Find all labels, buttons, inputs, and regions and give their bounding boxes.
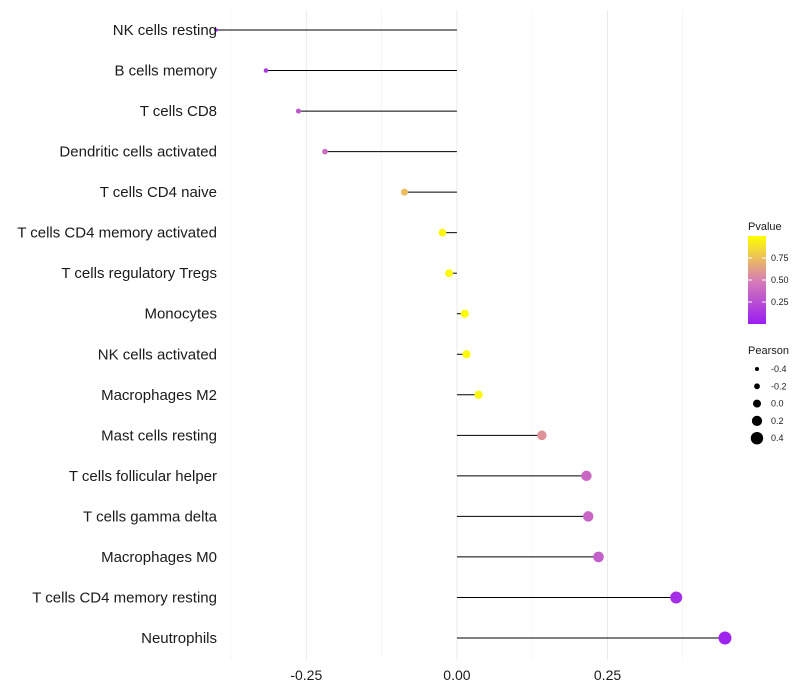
lollipop-point: [460, 309, 469, 318]
category-label: Macrophages M0: [101, 549, 217, 566]
lollipop-point: [400, 188, 409, 196]
lollipop-point: [214, 28, 218, 32]
x-tick-label: 0.00: [443, 667, 470, 683]
category-label: T cells CD4 memory activated: [17, 225, 217, 242]
category-label: NK cells activated: [98, 346, 217, 363]
pearson-legend-label: -0.2: [771, 381, 787, 391]
pvalue-colorbar: [748, 236, 766, 324]
lollipop-point: [593, 551, 604, 563]
pvalue-tick-label: 0.75: [771, 253, 789, 263]
lollipop-point: [295, 108, 302, 114]
pearson-legend-label: 0.0: [771, 399, 784, 409]
x-tick-labels: -0.25 0.00 0.25: [290, 667, 621, 683]
lollipop-point: [537, 430, 547, 441]
category-label: T cells gamma delta: [83, 508, 218, 525]
lollipop-point: [462, 350, 471, 359]
category-label: T cells CD4 memory resting: [32, 589, 217, 606]
lollipop-point: [670, 591, 683, 604]
lollipop-point: [445, 269, 454, 278]
pvalue-legend: Pvalue 0.25 0.50 0.75: [748, 221, 789, 324]
pearson-legend-label: -0.4: [771, 364, 787, 374]
category-label: T cells follicular helper: [69, 468, 217, 485]
lollipop-point: [438, 228, 447, 237]
lollipop-point: [581, 470, 592, 482]
pvalue-tick-label: 0.50: [771, 275, 789, 285]
lollipop-point: [474, 390, 483, 400]
category-label: Dendritic cells activated: [59, 144, 217, 161]
category-label: B cells memory: [114, 63, 217, 80]
pvalue-tick-label: 0.25: [771, 297, 789, 307]
stem-layer: [215, 29, 725, 639]
category-label: Mast cells resting: [101, 427, 217, 444]
category-label: Monocytes: [144, 306, 217, 323]
x-tick-label: -0.25: [290, 667, 322, 683]
pearson-legend-dot: [750, 431, 764, 445]
pearson-legend-title: Pearson: [748, 345, 789, 357]
lollipop-point: [263, 68, 269, 73]
point-layer: [214, 28, 732, 645]
category-label: Macrophages M2: [101, 387, 217, 404]
pearson-legend-label: 0.4: [771, 433, 784, 443]
pearson-legend-dot: [754, 383, 760, 390]
lollipop-point: [583, 511, 594, 522]
pvalue-legend-ticks: 0.25 0.50 0.75: [748, 253, 789, 307]
category-label: T cells CD8: [140, 103, 217, 120]
category-label: T cells CD4 naive: [100, 184, 217, 201]
pearson-legend-dot: [752, 399, 762, 408]
grid-layer: [230, 10, 684, 660]
category-labels: NK cells resting B cells memory T cells CD…: [17, 22, 217, 647]
pearson-legend-dot: [755, 367, 759, 371]
lollipop-point: [718, 631, 732, 645]
category-label: NK cells resting: [113, 22, 217, 39]
lollipop-point: [322, 148, 328, 155]
x-tick-label: 0.25: [594, 667, 621, 683]
pearson-legend-items: -0.4 -0.2 0.0 0.2 0.4: [750, 364, 787, 445]
pearson-legend-dot: [751, 415, 763, 427]
pvalue-legend-title: Pvalue: [748, 221, 782, 233]
category-label: Neutrophils: [141, 630, 217, 647]
pearson-legend: Pearson -0.4 -0.2 0.0 0.2 0.4: [748, 345, 789, 445]
category-label: T cells regulatory Tregs: [61, 265, 217, 282]
pearson-legend-label: 0.2: [771, 416, 784, 426]
